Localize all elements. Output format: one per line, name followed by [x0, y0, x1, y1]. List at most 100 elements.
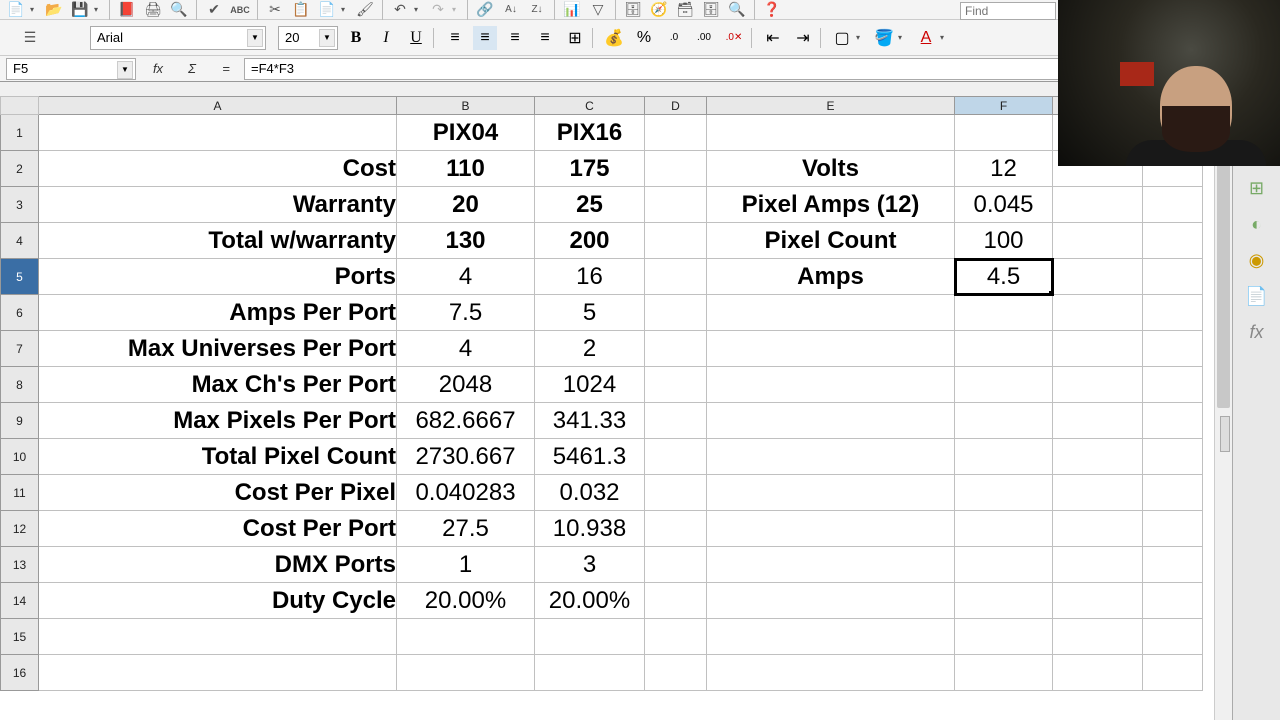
cell-A11[interactable]: Cost Per Pixel [39, 475, 397, 511]
fx-icon[interactable]: fx [146, 58, 170, 80]
cell-F12[interactable] [955, 511, 1053, 547]
row-header-2[interactable]: 2 [1, 151, 39, 187]
cell-E7[interactable] [707, 331, 955, 367]
filter-icon[interactable]: ▽ [586, 0, 610, 21]
cell-C8[interactable]: 1024 [535, 367, 645, 403]
scroll-nub[interactable] [1220, 416, 1230, 452]
cell-F6[interactable] [955, 295, 1053, 331]
chart-icon[interactable]: 📊 [560, 0, 584, 21]
cell-G11[interactable] [1053, 475, 1143, 511]
row-header-15[interactable]: 15 [1, 619, 39, 655]
save-icon[interactable]: 💾 [68, 0, 92, 21]
cell-E11[interactable] [707, 475, 955, 511]
cell-H7[interactable] [1143, 331, 1203, 367]
cell-H6[interactable] [1143, 295, 1203, 331]
row-header-5[interactable]: 5 [1, 259, 39, 295]
row-header-4[interactable]: 4 [1, 223, 39, 259]
cell-A14[interactable]: Duty Cycle [39, 583, 397, 619]
cell-G4[interactable] [1053, 223, 1143, 259]
font-name-select[interactable]: Arial ▼ [90, 26, 266, 50]
font-color-icon[interactable]: A [914, 26, 938, 50]
cell-B12[interactable]: 27.5 [397, 511, 535, 547]
cell-G9[interactable] [1053, 403, 1143, 439]
cell-C3[interactable]: 25 [535, 187, 645, 223]
styles-icon[interactable]: ☰ [18, 27, 42, 49]
copy-icon[interactable]: 📋 [289, 0, 313, 21]
cell-F14[interactable] [955, 583, 1053, 619]
cell-A7[interactable]: Max Universes Per Port [39, 331, 397, 367]
cell-E15[interactable] [707, 619, 955, 655]
column-header-A[interactable]: A [39, 97, 397, 115]
db3-icon[interactable]: 🗃 [673, 0, 697, 21]
cell-D8[interactable] [645, 367, 707, 403]
chevron-down-icon[interactable]: ▼ [117, 61, 133, 79]
cell-F8[interactable] [955, 367, 1053, 403]
sort-asc-icon[interactable]: A↓ [499, 0, 523, 21]
cell-A13[interactable]: DMX Ports [39, 547, 397, 583]
name-box[interactable]: F5 ▼ [6, 58, 136, 80]
cell-B13[interactable]: 1 [397, 547, 535, 583]
row-header-6[interactable]: 6 [1, 295, 39, 331]
cell-C16[interactable] [535, 655, 645, 691]
cell-B16[interactable] [397, 655, 535, 691]
new-icon[interactable]: 📄 [4, 0, 28, 21]
decimal-inc-icon[interactable]: .00 [692, 26, 716, 50]
redo-icon[interactable]: ↷ [426, 0, 450, 21]
cell-C10[interactable]: 5461.3 [535, 439, 645, 475]
align-justify-icon[interactable]: ≡ [533, 26, 557, 50]
cell-G7[interactable] [1053, 331, 1143, 367]
cell-E10[interactable] [707, 439, 955, 475]
cell-D7[interactable] [645, 331, 707, 367]
bold-button[interactable]: B [344, 26, 368, 50]
styles-panel-icon[interactable]: ◐ [1241, 208, 1273, 240]
decimal-rem-icon[interactable]: .0✕ [722, 26, 746, 50]
row-header-10[interactable]: 10 [1, 439, 39, 475]
cell-G3[interactable] [1053, 187, 1143, 223]
undo-icon[interactable]: ↶ [388, 0, 412, 21]
paste-icon[interactable]: 📄 [315, 0, 339, 21]
cell-G6[interactable] [1053, 295, 1143, 331]
cell-B15[interactable] [397, 619, 535, 655]
cell-E9[interactable] [707, 403, 955, 439]
cell-C15[interactable] [535, 619, 645, 655]
row-header-14[interactable]: 14 [1, 583, 39, 619]
cell-A12[interactable]: Cost Per Port [39, 511, 397, 547]
align-center-icon[interactable]: ≡ [473, 26, 497, 50]
cell-D12[interactable] [645, 511, 707, 547]
cell-E1[interactable] [707, 115, 955, 151]
cell-E4[interactable]: Pixel Count [707, 223, 955, 259]
cell-F3[interactable]: 0.045 [955, 187, 1053, 223]
cell-F11[interactable] [955, 475, 1053, 511]
border-icon[interactable]: ▢ [830, 26, 854, 50]
cell-H3[interactable] [1143, 187, 1203, 223]
cell-D15[interactable] [645, 619, 707, 655]
paint-icon[interactable]: 🖌 [353, 0, 377, 21]
properties-icon[interactable]: ⊞ [1241, 172, 1273, 204]
indent-inc-icon[interactable]: ⇥ [791, 26, 815, 50]
cell-H4[interactable] [1143, 223, 1203, 259]
cell-B11[interactable]: 0.040283 [397, 475, 535, 511]
equals-icon[interactable]: = [214, 58, 238, 80]
column-header-F[interactable]: F [955, 97, 1053, 115]
cell-B5[interactable]: 4 [397, 259, 535, 295]
cell-F9[interactable] [955, 403, 1053, 439]
cell-E3[interactable]: Pixel Amps (12) [707, 187, 955, 223]
cell-G10[interactable] [1053, 439, 1143, 475]
db1-icon[interactable]: 🗄 [621, 0, 645, 21]
align-left-icon[interactable]: ≡ [443, 26, 467, 50]
cell-H9[interactable] [1143, 403, 1203, 439]
cell-C12[interactable]: 10.938 [535, 511, 645, 547]
column-header-E[interactable]: E [707, 97, 955, 115]
cell-C13[interactable]: 3 [535, 547, 645, 583]
cell-A8[interactable]: Max Ch's Per Port [39, 367, 397, 403]
decimal-dec-icon[interactable]: .0 [662, 26, 686, 50]
cell-A16[interactable] [39, 655, 397, 691]
spell-icon[interactable]: ✔ [202, 0, 226, 21]
cell-A6[interactable]: Amps Per Port [39, 295, 397, 331]
row-header-3[interactable]: 3 [1, 187, 39, 223]
currency-icon[interactable]: 💰 [602, 26, 626, 50]
cell-B2[interactable]: 110 [397, 151, 535, 187]
print-icon[interactable]: 🖨 [141, 0, 165, 21]
preview-icon[interactable]: 🔍 [167, 0, 191, 21]
zoom-icon[interactable]: 🔍 [725, 0, 749, 21]
